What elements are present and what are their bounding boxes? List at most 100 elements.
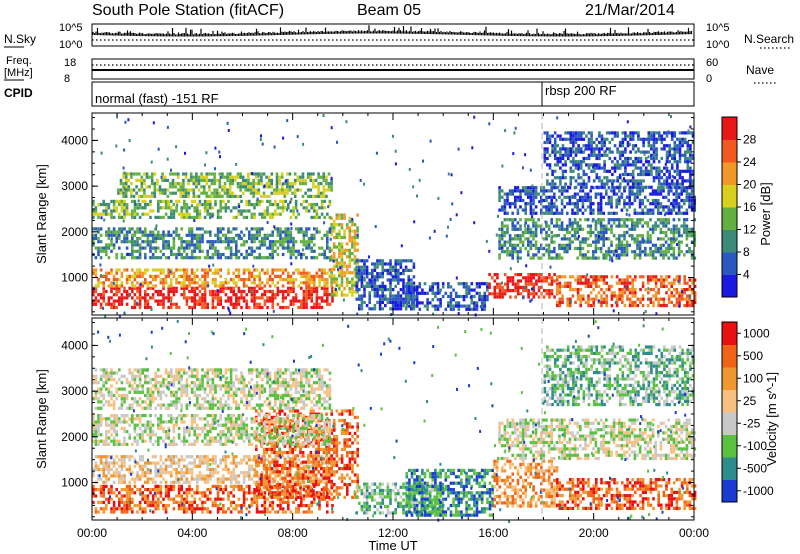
echo-cell (649, 192, 652, 196)
echo-cell (203, 268, 207, 272)
echo-cell (589, 256, 592, 260)
echo-cell (642, 140, 645, 145)
echo-cell (397, 278, 400, 282)
echo-cell (413, 298, 416, 302)
echo-cell (107, 227, 111, 231)
echo-cell (266, 233, 269, 237)
echo-cell (555, 205, 559, 209)
echo-cell (171, 182, 175, 186)
echo-cell (131, 268, 134, 272)
echo-cell (332, 259, 335, 263)
echo-cell (167, 268, 170, 272)
echo-cell (624, 150, 627, 154)
echo-cell (206, 256, 209, 260)
echo-cell (227, 227, 230, 231)
echo-cell (527, 202, 530, 206)
echo-cell (294, 268, 298, 272)
echo-cell (183, 293, 186, 297)
echo-cell (371, 307, 374, 311)
echo-cell (292, 249, 295, 253)
echo-cell (161, 178, 164, 182)
echo-cell (657, 208, 660, 212)
echo-cell (545, 292, 549, 296)
echo-cell (335, 223, 339, 227)
echo-cell (625, 195, 629, 199)
echo-cell (623, 177, 625, 181)
echo-cell (296, 178, 300, 182)
echo-cell (547, 253, 551, 257)
echo-cell (688, 300, 692, 304)
echo-cell (284, 289, 287, 294)
echo-cell (680, 224, 683, 228)
echo-cell (335, 280, 339, 284)
echo-cell (689, 153, 692, 157)
echo-cell (407, 275, 410, 279)
echo-cell (373, 288, 377, 292)
echo-cell (636, 240, 639, 244)
echo-cell (399, 262, 403, 266)
echo-cell (629, 185, 632, 189)
echo-cell (314, 185, 318, 189)
echo-cell (657, 297, 660, 301)
echo-cell (151, 286, 155, 290)
echo-cell (574, 300, 577, 304)
echo-cell (657, 134, 661, 138)
echo-cell (618, 224, 621, 228)
echo-cell (532, 276, 536, 280)
echo-cell (529, 240, 533, 244)
echo-cell (649, 246, 652, 251)
echo-cell (180, 286, 183, 290)
echo-cell (421, 301, 424, 305)
echo-cell (566, 153, 570, 157)
echo-cell (581, 198, 585, 203)
echo-cell (426, 291, 429, 295)
echo-cell (693, 195, 696, 199)
echo-cell (358, 265, 361, 269)
echo-cell (675, 211, 678, 215)
echo-cell (610, 294, 614, 298)
echo-cell (330, 185, 333, 189)
echo-cell (638, 198, 642, 203)
echo-cell (624, 131, 627, 135)
echo-cell (313, 302, 316, 306)
echo-cell (240, 252, 243, 257)
echo-cell (136, 268, 139, 272)
echo-cell (625, 230, 629, 235)
echo-cell (353, 271, 357, 275)
echo-cell (415, 304, 419, 308)
echo-cell (125, 274, 129, 278)
echo-cell (215, 191, 219, 195)
echo-cell (631, 131, 635, 135)
echo-cell (667, 297, 671, 301)
echo-cell (521, 240, 525, 244)
echo-cell (527, 224, 530, 228)
echo-cell (222, 289, 225, 294)
freq-label-line2: [MHz] (4, 67, 33, 79)
echo-cell (358, 278, 361, 282)
echo-cell (123, 199, 126, 203)
echo-cell (318, 268, 321, 272)
echo-cell (664, 230, 668, 235)
echo-cell (676, 172, 679, 177)
echo-cell (663, 172, 666, 177)
echo-cell (287, 227, 290, 231)
echo-cell (618, 163, 622, 167)
echo-cell (294, 240, 298, 244)
echo-cell (449, 304, 453, 308)
echo-cell (286, 191, 289, 195)
echo-cell (611, 182, 614, 186)
echo-cell (594, 237, 598, 241)
echo-cell (647, 155, 650, 159)
echo-cell (607, 250, 611, 254)
echo-cell (592, 230, 595, 235)
echo-cell (332, 245, 336, 249)
echo-cell (618, 156, 622, 161)
echo-cell (138, 206, 142, 210)
echo-cell (209, 215, 212, 219)
echo-cell (676, 179, 679, 183)
echo-cell (566, 147, 570, 151)
date-title: 21/Mar/2014 (585, 2, 675, 19)
echo-cell (654, 221, 657, 225)
echo-cell (338, 267, 341, 272)
echo-cell (201, 268, 204, 272)
